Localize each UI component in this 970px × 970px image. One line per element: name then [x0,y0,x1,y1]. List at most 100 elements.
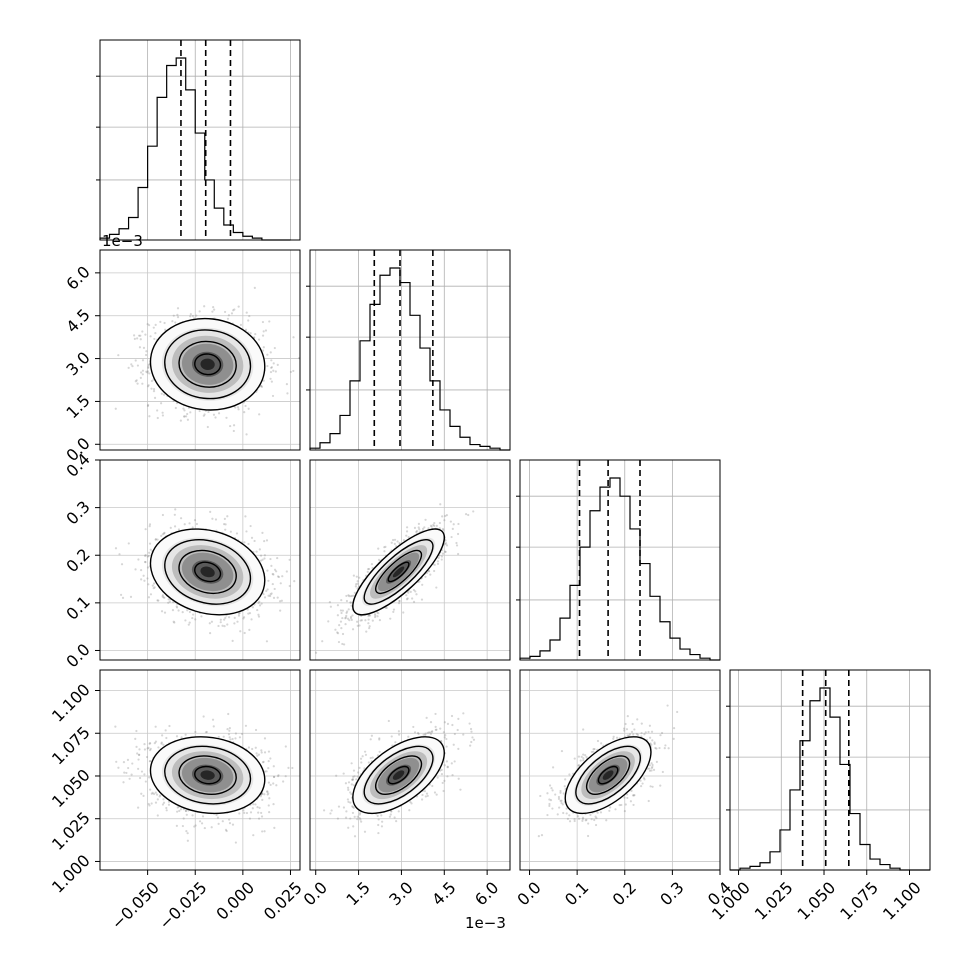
sample-point [195,314,198,317]
sample-point [389,617,392,620]
sample-point [228,727,231,730]
contour-line [194,561,222,583]
sample-point [227,616,231,619]
sample-point [358,576,361,579]
sample-point [232,309,235,312]
sample-point [219,621,222,624]
sample-point [339,609,343,612]
sample-point [144,561,147,564]
histogram-step [309,267,510,451]
sample-point [147,596,150,599]
sample-point [374,614,377,617]
sample-point [254,803,257,806]
sample-point [266,588,269,591]
sample-point [168,600,171,603]
sample-point [276,575,280,578]
sample-point [355,583,358,586]
sample-point [176,313,179,316]
sample-point [150,792,153,795]
panel-content [310,460,510,660]
sample-point [338,624,341,627]
y-tick-label: 3.0 [62,348,93,379]
sample-point [270,366,273,369]
sample-point [367,615,370,618]
sample-point [139,334,142,337]
sample-point [134,568,137,571]
sample-point [428,570,431,573]
sample-point [212,306,215,309]
sample-point [472,510,475,513]
sample-point [288,584,291,588]
sample-point [253,539,256,543]
sample-point [436,562,440,565]
sample-point [169,526,172,529]
sample-point [368,627,371,630]
sample-point [183,523,186,526]
sample-point [150,802,153,805]
sample-point [141,373,144,376]
sample-point [286,392,289,395]
sample-point [160,534,163,537]
sample-point [161,414,165,417]
sample-point [405,594,408,597]
sample-point [255,550,258,553]
sample-point [150,379,154,383]
sample-point [347,608,350,611]
sample-point [231,823,235,826]
sample-point [162,596,165,599]
sample-point [254,728,258,732]
sample-point [163,321,166,325]
sample-point [276,363,279,366]
sample-point [368,614,372,617]
sample-point [270,380,273,383]
sample-point [162,457,164,459]
sample-point [411,597,414,600]
sample-point [267,579,270,582]
sample-point [131,762,134,765]
sample-point [260,384,263,387]
y-tick-label: 0.3 [62,497,93,528]
contour-line [149,317,266,411]
sample-point [148,525,151,528]
sample-point [432,523,435,527]
sample-point [234,406,237,409]
sample-point [293,580,296,583]
sample-point [239,323,243,326]
sample-point [213,308,216,311]
sample-point [177,609,180,612]
sample-point [424,518,427,521]
sample-point [378,618,382,622]
sample-point [147,403,150,407]
panel-frame [99,459,301,661]
sample-point [147,583,150,586]
sample-point [149,335,152,338]
panel-content [100,460,300,660]
sample-point [273,587,276,591]
sample-point [114,547,118,550]
x-tick-label: 1.100 [879,878,925,924]
y-tick-label: 0.1 [62,592,93,623]
sample-point [406,597,409,600]
sample-point [234,732,238,735]
sample-point [148,415,151,418]
y-tick-label: 0.0 [62,640,93,671]
sample-point [214,518,218,521]
sample-point [272,369,275,372]
sample-point [245,433,248,436]
sample-point [402,539,406,542]
sample-point [192,451,194,453]
sample-point [173,525,177,528]
sample-point [149,548,152,551]
sample-point [341,609,344,612]
sample-point [273,826,276,829]
sample-point [137,806,140,809]
sample-point [160,741,163,744]
sample-point [270,359,273,362]
sample-point [163,596,166,599]
sample-point [418,580,421,583]
sample-point [348,619,351,622]
sample-point [340,599,343,602]
sample-point [413,526,417,529]
sample-point [198,310,201,313]
sample-point [194,730,197,734]
